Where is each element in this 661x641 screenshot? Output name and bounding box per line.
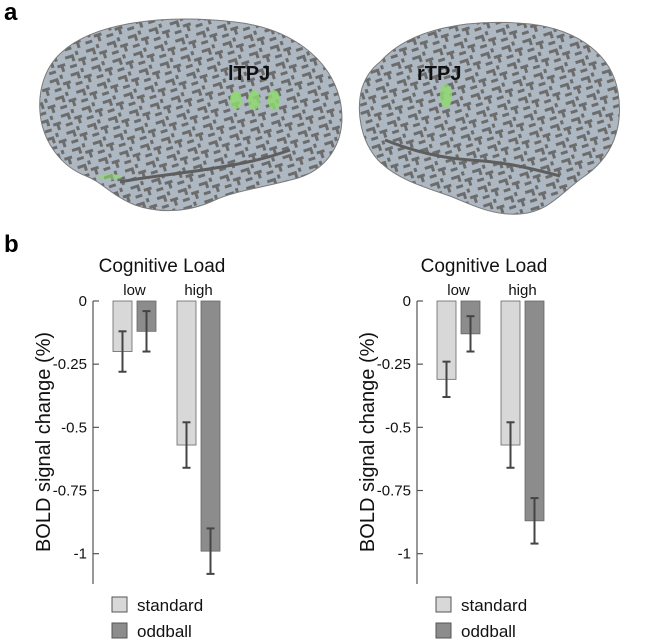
- left-hemisphere: lTPJ: [39, 18, 343, 212]
- y-axis-title: BOLD signal change (%): [33, 332, 55, 552]
- category-label: high: [508, 282, 536, 299]
- left-roi-blob-2: [248, 90, 260, 110]
- right-roi-label: rTPJ: [417, 63, 461, 85]
- panel-a-label: a: [4, 0, 18, 26]
- legend-left: standard oddball: [111, 596, 203, 641]
- legend-standard-label: standard: [461, 596, 527, 615]
- legend-oddball-swatch: [435, 622, 452, 639]
- left-hemisphere-surface: [39, 18, 343, 212]
- left-roi-blob-1: [230, 91, 242, 109]
- right-roi-blob: [440, 84, 452, 108]
- y-tick-label: -0.25: [377, 356, 411, 373]
- y-tick-label: -0.5: [385, 419, 411, 436]
- category-label: low: [123, 282, 146, 299]
- right-hemisphere: rTPJ: [358, 21, 620, 215]
- right-hemisphere-surface: [358, 21, 620, 215]
- y-tick-label: -0.75: [377, 483, 411, 500]
- legend-oddball-swatch: [111, 622, 128, 639]
- legend-standard-label: standard: [137, 596, 203, 615]
- y-tick-label: -0.5: [61, 419, 87, 436]
- y-tick-label: -1: [398, 546, 411, 563]
- chart-title: Cognitive Load: [421, 256, 548, 277]
- category-label: high: [184, 282, 212, 299]
- bar-oddball: [524, 300, 545, 522]
- y-tick-label: 0: [79, 293, 87, 310]
- left-bar-chart: Cognitive Load 0 -0.25 -0.5 -0.75 -1 BOLD sign…: [33, 256, 225, 584]
- panel-b-label: b: [4, 231, 19, 258]
- left-roi-blob-4: [98, 174, 122, 180]
- sylvian-fissure: [119, 148, 291, 184]
- legend-standard-swatch: [111, 596, 128, 613]
- legend-right: standard oddball: [435, 596, 527, 641]
- y-tick-label: -1: [74, 546, 87, 563]
- right-sylvian-fissure: [384, 138, 561, 178]
- left-roi-blob-3: [268, 90, 280, 110]
- legend-oddball-label: oddball: [137, 622, 192, 641]
- left-roi-label: lTPJ: [228, 63, 270, 85]
- legend-oddball-label: oddball: [461, 622, 516, 641]
- right-bar-chart: Cognitive Load 0 -0.25 -0.5 -0.75 -1 BOLD sign…: [357, 256, 547, 584]
- y-tick-label: -0.75: [53, 483, 87, 500]
- y-axis-title: BOLD signal change (%): [357, 332, 379, 552]
- bar-oddball: [200, 300, 221, 552]
- y-tick-label: -0.25: [53, 356, 87, 373]
- y-tick-label: 0: [403, 293, 411, 310]
- category-label: low: [447, 282, 470, 299]
- chart-title: Cognitive Load: [99, 256, 226, 277]
- legend-standard-swatch: [435, 596, 452, 613]
